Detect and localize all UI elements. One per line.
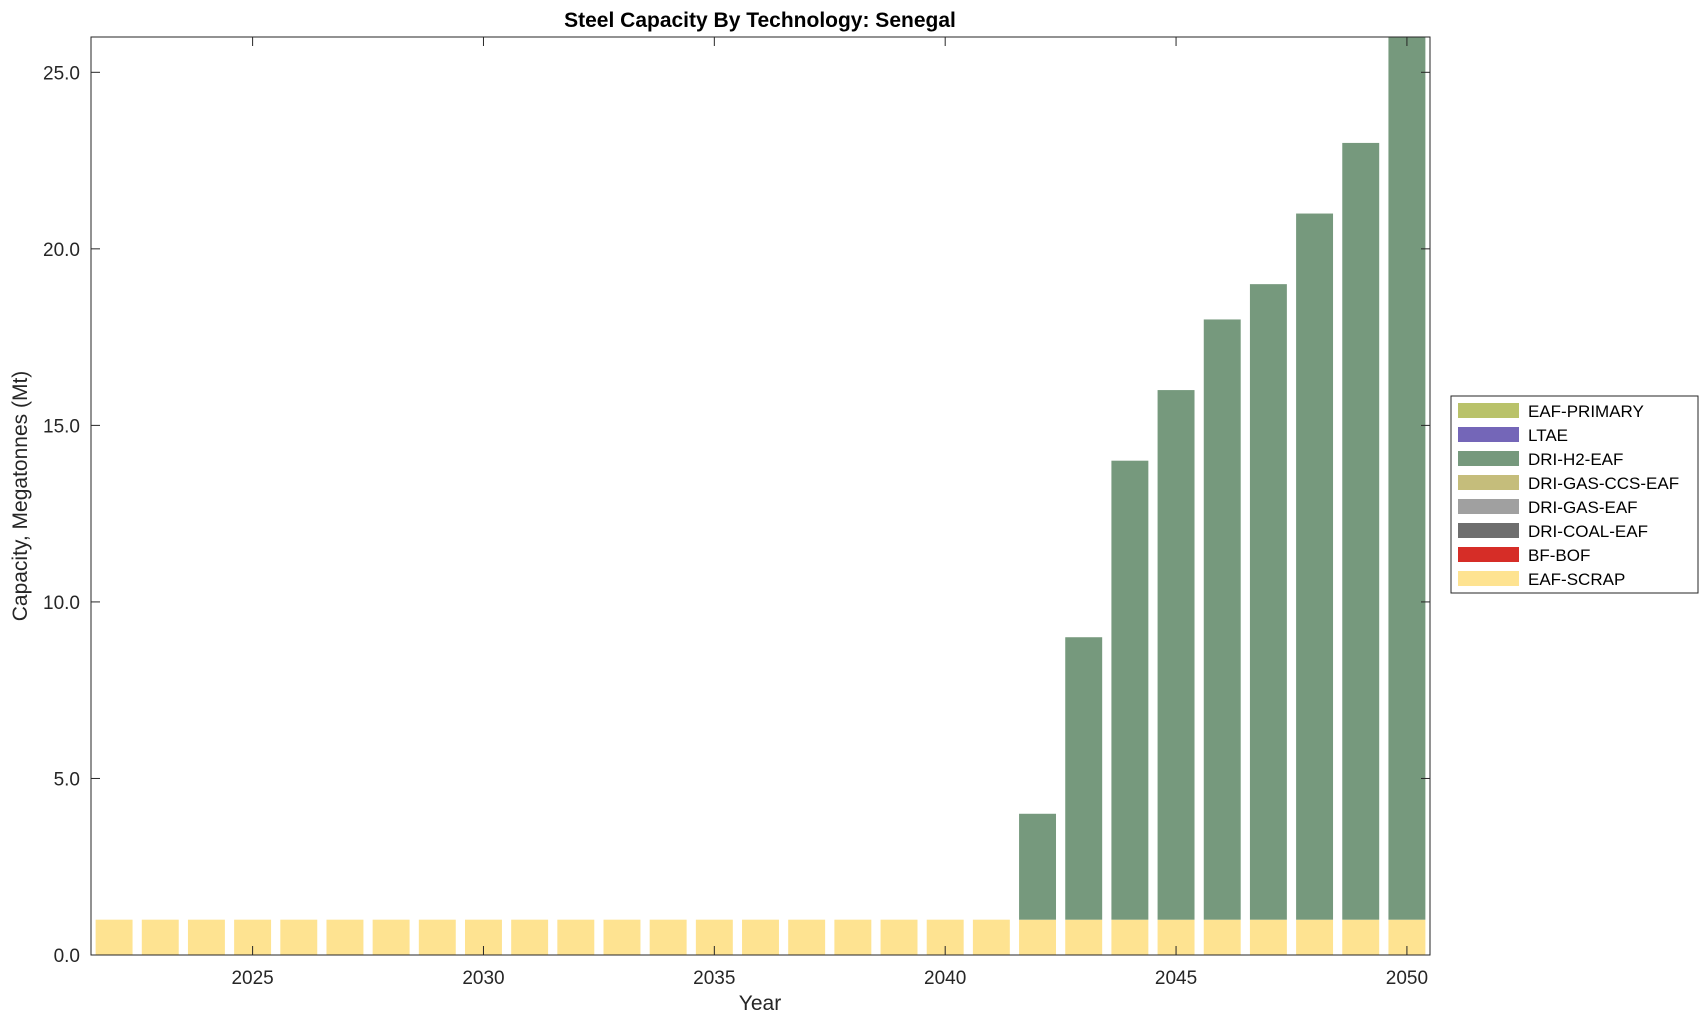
legend-label-ltae: LTAE [1528, 426, 1568, 445]
bar-eaf-scrap-2043 [1065, 919, 1103, 955]
bar-eaf-scrap-2038 [834, 919, 872, 955]
bar-eaf-scrap-2027 [326, 919, 364, 955]
bar-eaf-scrap-2041 [972, 919, 1010, 955]
bar-eaf-scrap-2047 [1249, 919, 1287, 955]
bar-dri-h2-eaf-2044 [1111, 460, 1149, 920]
y-tick-label: 25.0 [43, 63, 80, 84]
legend-swatch-eaf-primary [1458, 403, 1519, 418]
bar-dri-h2-eaf-2050 [1388, 37, 1426, 920]
bar-dri-h2-eaf-2045 [1157, 390, 1195, 920]
bar-eaf-scrap-2026 [280, 919, 318, 955]
x-tick-label: 2025 [231, 968, 273, 989]
bar-dri-h2-eaf-2046 [1203, 319, 1241, 920]
legend: EAF-PRIMARY LTAE DRI-H2-EAF DRI-GAS-CCS-EAF… [1450, 395, 1699, 594]
y-tick-label: 20.0 [43, 240, 80, 261]
bar-eaf-scrap-2044 [1111, 919, 1149, 955]
bars-layer [95, 37, 1426, 955]
bar-eaf-scrap-2024 [187, 919, 225, 955]
bar-eaf-scrap-2048 [1296, 919, 1334, 955]
y-axis-label: Capacity, Megatonnes (Mt) [9, 371, 32, 622]
legend-label-dri-gas-ccs-eaf: DRI-GAS-CCS-EAF [1528, 474, 1679, 493]
bar-eaf-scrap-2028 [372, 919, 410, 955]
legend-swatch-ltae [1458, 427, 1519, 442]
legend-items: EAF-PRIMARY LTAE DRI-H2-EAF DRI-GAS-CCS-EAF… [1458, 402, 1679, 589]
bar-eaf-scrap-2022 [95, 919, 133, 955]
bar-dri-h2-eaf-2047 [1249, 284, 1287, 920]
bar-eaf-scrap-2039 [880, 919, 918, 955]
legend-label-bf-bof: BF-BOF [1528, 546, 1590, 565]
y-tick-label: 10.0 [43, 593, 80, 614]
bar-eaf-scrap-2036 [742, 919, 779, 955]
x-tick-label: 2035 [693, 968, 735, 989]
bar-dri-h2-eaf-2048 [1296, 213, 1334, 920]
bar-eaf-scrap-2049 [1342, 919, 1380, 955]
bar-dri-h2-eaf-2042 [1019, 813, 1057, 920]
bar-eaf-scrap-2023 [141, 919, 179, 955]
bar-eaf-scrap-2029 [418, 919, 456, 955]
chart-title: Steel Capacity By Technology: Senegal [564, 9, 956, 32]
legend-swatch-dri-gas-eaf [1458, 499, 1519, 514]
x-axis-label: Year [739, 992, 781, 1015]
legend-label-dri-coal-eaf: DRI-COAL-EAF [1528, 522, 1648, 541]
plot-frame [90, 36, 1431, 956]
y-tick-label: 15.0 [43, 416, 80, 437]
legend-swatch-bf-bof [1458, 547, 1519, 562]
x-tick-label: 2045 [1155, 968, 1197, 989]
legend-label-eaf-scrap: EAF-SCRAP [1528, 570, 1625, 589]
legend-label-dri-h2-eaf: DRI-H2-EAF [1528, 450, 1623, 469]
legend-swatch-dri-h2-eaf [1458, 451, 1519, 466]
y-tick-label: 0.0 [54, 946, 80, 967]
bar-dri-h2-eaf-2049 [1342, 142, 1380, 920]
bar-eaf-scrap-2032 [557, 919, 595, 955]
bar-eaf-scrap-2031 [511, 919, 549, 955]
bar-eaf-scrap-2042 [1019, 919, 1057, 955]
bar-eaf-scrap-2033 [603, 919, 641, 955]
legend-label-dri-gas-eaf: DRI-GAS-EAF [1528, 498, 1638, 517]
bar-eaf-scrap-2046 [1203, 919, 1241, 955]
bar-dri-h2-eaf-2043 [1065, 637, 1103, 920]
bar-eaf-scrap-2037 [788, 919, 826, 955]
y-tick-label: 5.0 [54, 769, 80, 790]
x-tick-label: 2050 [1386, 968, 1428, 989]
x-tick-label: 2030 [462, 968, 504, 989]
x-tick-label: 2040 [924, 968, 966, 989]
bar-eaf-scrap-2034 [649, 919, 687, 955]
legend-swatch-dri-coal-eaf [1458, 523, 1519, 538]
legend-label-eaf-primary: EAF-PRIMARY [1528, 402, 1644, 421]
legend-swatch-dri-gas-ccs-eaf [1458, 475, 1519, 490]
ticks-layer: 2025 2030 2035 2040 2045 2050 0.0 5.0 10.0 15.0 20… [43, 37, 1430, 989]
legend-swatch-eaf-scrap [1458, 571, 1519, 586]
